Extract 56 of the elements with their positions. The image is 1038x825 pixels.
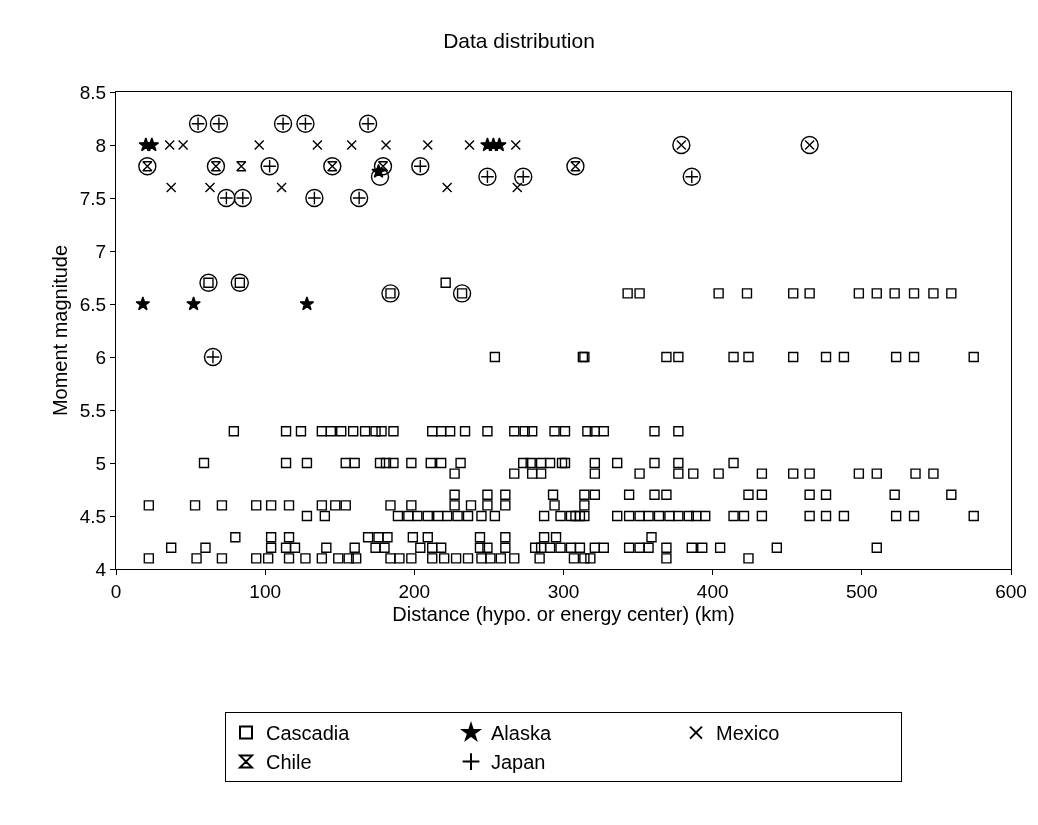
point [164,139,175,151]
y-tick-label: 5 [95,452,107,474]
point [512,182,523,193]
point [177,139,189,151]
legend-label: Japan [491,751,546,774]
x-tick-label: 200 [398,580,431,602]
point [346,139,357,151]
point [135,296,151,311]
x-tick-label: 600 [995,580,1027,602]
point [199,273,218,292]
y-tick-label: 8.5 [79,81,107,103]
x-tick-label: 100 [249,580,282,602]
point [312,139,323,151]
point [138,157,157,176]
point [381,284,400,303]
point [422,139,433,151]
point [230,273,250,292]
point [370,167,390,186]
y-tick-label: 5.5 [79,399,107,421]
point [206,157,226,176]
point [510,139,521,151]
point [800,135,819,155]
point [452,284,472,303]
point [380,139,392,151]
x-tick-label: 400 [696,580,729,602]
point [299,296,315,311]
point [165,182,177,193]
point [373,157,393,176]
legend-label: Mexico [716,722,780,745]
y-tick-label: 7 [95,240,107,262]
y-tick-label: 8 [95,134,107,156]
point [323,157,342,176]
point [276,182,287,193]
y-tick-label: 7.5 [79,187,107,209]
legend-label: Cascadia [266,722,351,745]
legend-label: Chile [266,751,312,774]
point [236,161,247,172]
point [186,296,201,311]
y-tick-label: 6.5 [79,293,107,315]
y-tick-label: 6 [95,346,107,368]
x-tick-label: 500 [845,580,878,602]
y-tick-label: 4 [95,558,107,580]
point [254,139,265,151]
point [441,182,453,193]
point [566,157,585,176]
y-tick-label: 4.5 [79,505,107,527]
point [464,139,475,151]
y-axis-title: Moment magnitude [49,244,72,417]
point [204,182,216,193]
chart-title: Data distribution [443,28,595,52]
x-axis-title: Distance (hypo. or energy center) (km) [392,603,735,626]
x-tick-label: 0 [110,580,122,602]
point [492,137,507,152]
legend-label: Alaska [491,722,552,745]
x-tick-label: 300 [547,580,580,602]
point [672,135,691,155]
